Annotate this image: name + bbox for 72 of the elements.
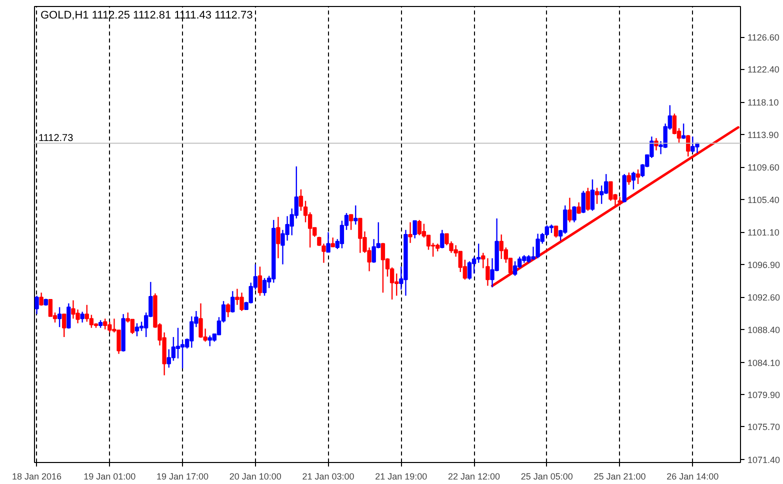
candlestick <box>348 214 354 231</box>
candlestick <box>426 234 431 250</box>
candlestick <box>226 302 230 318</box>
candlestick <box>631 171 636 190</box>
y-tick-label: 1101.10 <box>748 228 780 238</box>
candlestick <box>554 225 558 238</box>
x-tick-label: 25 Jan 05:00 <box>520 472 573 482</box>
candlestick <box>636 168 640 185</box>
candlestick <box>472 256 476 274</box>
candlestick <box>48 299 53 317</box>
candlestick <box>326 232 330 253</box>
candlestick <box>590 178 595 212</box>
candlestick <box>80 311 84 324</box>
candlestick <box>408 222 412 244</box>
candlestick <box>330 236 335 248</box>
candlestick <box>512 260 518 276</box>
candlestick <box>568 197 572 223</box>
candlestick <box>298 188 304 212</box>
candlestick <box>354 204 358 226</box>
candlestick <box>176 327 180 360</box>
candlestick <box>672 113 677 135</box>
candlestick <box>626 172 631 186</box>
candlestick <box>586 187 590 212</box>
candlestick <box>39 292 44 306</box>
chart-title: GOLD,H1 1112.25 1112.81 1111.43 1112.73 <box>40 10 253 22</box>
y-tick-label: 1096.90 <box>748 260 780 270</box>
candlestick <box>380 242 386 294</box>
y-tick-label: 1071.40 <box>748 454 780 465</box>
ref-line-label: 1112.73 <box>38 133 74 144</box>
candlestick <box>599 184 604 204</box>
candlestick <box>130 318 135 335</box>
x-tick-label: 18 Jan 2016 <box>12 472 62 482</box>
x-tick-label: 20 Jan 10:00 <box>229 472 282 482</box>
candlestick <box>103 318 108 330</box>
candlestick <box>89 314 94 328</box>
x-tick-label: 21 Jan 03:00 <box>302 472 354 482</box>
x-tick-label: 22 Jan 12:00 <box>448 472 500 482</box>
candlestick <box>467 260 472 280</box>
candlestick <box>258 266 262 296</box>
y-tick-label: 1084.10 <box>748 358 780 368</box>
y-tick-label: 1079.90 <box>748 390 780 400</box>
candlestick <box>581 190 586 214</box>
y-tick-label: 1109.60 <box>748 162 780 173</box>
candlestick <box>576 202 581 214</box>
candlestick <box>440 229 444 249</box>
candlestick <box>134 322 140 337</box>
candlestick <box>412 220 417 239</box>
y-tick-label: 1092.60 <box>748 292 780 303</box>
candlestick <box>66 302 71 330</box>
candlestick <box>572 206 576 223</box>
candlestick <box>171 336 176 362</box>
x-tick-label: 19 Jan 01:00 <box>84 472 136 482</box>
candlestick <box>34 295 39 315</box>
y-tick-label: 1088.40 <box>748 324 780 335</box>
y-tick-label: 1075.70 <box>748 422 780 432</box>
y-tick-label: 1113.90 <box>748 130 779 140</box>
candlestick <box>594 187 600 204</box>
y-tick-label: 1118.10 <box>748 98 779 108</box>
candlestick <box>681 122 686 140</box>
y-tick-label: 1122.40 <box>748 64 780 75</box>
candlestick <box>57 306 62 328</box>
y-tick-label: 1105.40 <box>748 194 780 205</box>
x-tick-label: 19 Jan 17:00 <box>156 472 209 482</box>
candlestick <box>230 290 235 314</box>
candlestick <box>276 216 280 259</box>
x-tick-label: 21 Jan 19:00 <box>375 472 428 482</box>
x-tick-label: 26 Jan 14:00 <box>666 472 719 482</box>
y-tick-label: 1126.60 <box>748 32 780 43</box>
candlestick <box>62 313 66 338</box>
candlestick <box>180 339 185 369</box>
x-tick-label: 25 Jan 21:00 <box>594 472 646 482</box>
candlestick <box>262 278 267 296</box>
